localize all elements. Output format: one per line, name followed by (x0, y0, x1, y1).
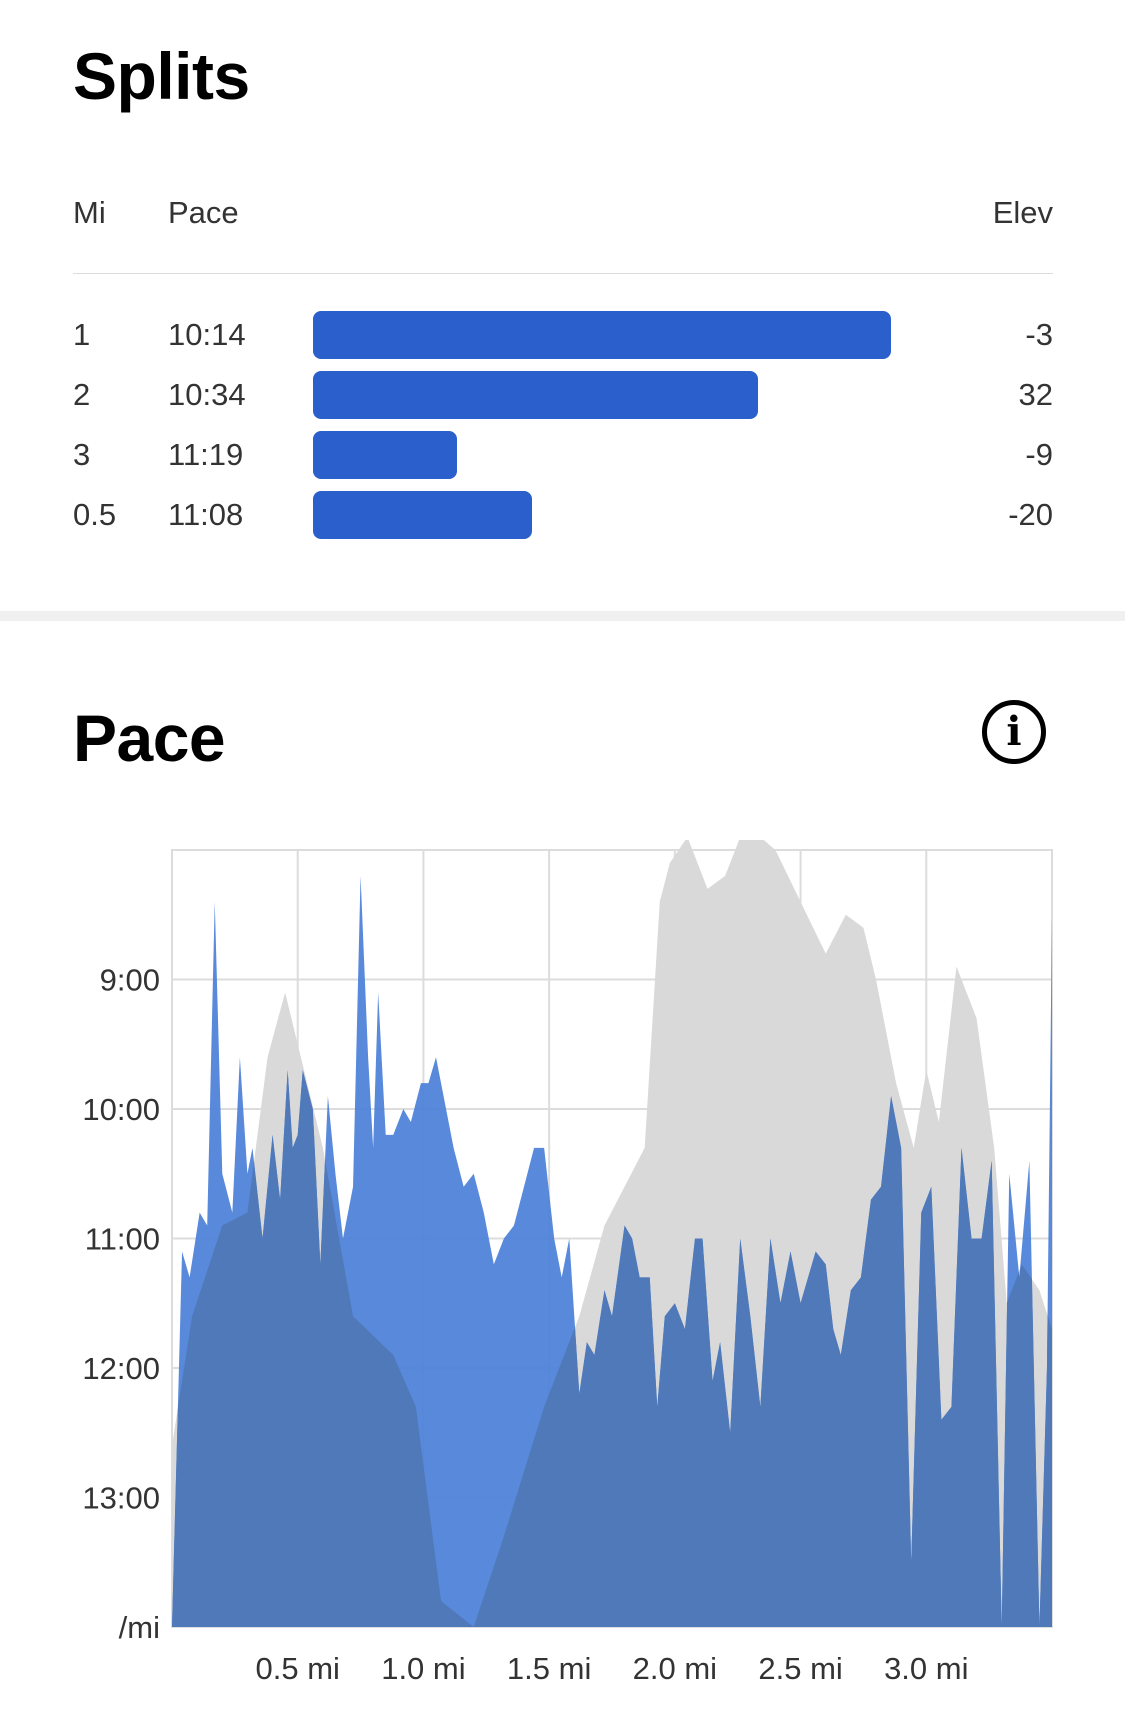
split-pace: 10:14 (168, 317, 246, 352)
split-mile: 0.5 (73, 497, 117, 532)
split-pace-bar (313, 491, 532, 539)
x-tick-label: 2.5 mi (758, 1651, 842, 1686)
pace-title: Pace (73, 701, 226, 775)
y-tick-label: 13:00 (82, 1481, 160, 1516)
split-elev: -20 (1008, 497, 1053, 532)
split-pace: 11:19 (168, 437, 244, 472)
split-elev: -9 (1025, 437, 1053, 472)
split-pace: 10:34 (168, 377, 246, 412)
split-mile: 2 (73, 377, 91, 412)
split-row: 3 11:19 -9 (73, 431, 1053, 481)
split-elev: -3 (1025, 317, 1053, 352)
splits-table-header: Mi Pace Elev (73, 195, 1053, 239)
splits-title: Splits (73, 39, 250, 113)
split-row: 1 10:14 -3 (73, 311, 1053, 361)
split-pace-bar (313, 371, 758, 419)
pace-elevation-overlap (172, 875, 1052, 1627)
pace-column-header: Pace (168, 195, 239, 230)
y-tick-label: 11:00 (85, 1222, 160, 1257)
split-pace: 11:08 (168, 497, 244, 532)
elev-column-header: Elev (992, 195, 1053, 230)
y-tick-label: 10:00 (82, 1092, 160, 1127)
splits-header-divider (73, 273, 1053, 274)
info-circle-icon[interactable]: i (982, 700, 1046, 764)
split-pace-bar (313, 311, 891, 359)
x-tick-label: 2.0 mi (633, 1651, 717, 1686)
split-row: 0.5 11:08 -20 (73, 491, 1053, 541)
mi-column-header: Mi (73, 195, 106, 230)
section-separator (0, 611, 1125, 621)
split-mile: 1 (73, 317, 91, 352)
pace-chart: 9:00 10:00 11:00 12:00 13:00/mi 0.5 mi 1.0 mi 1… (82, 840, 1053, 1686)
y-tick-label: 9:00 (100, 963, 160, 998)
x-tick-label: 1.5 mi (507, 1651, 591, 1686)
y-tick-label: /mi (119, 1610, 160, 1645)
split-pace-bar (313, 431, 457, 479)
split-elev: 32 (1018, 377, 1053, 412)
x-tick-label: 3.0 mi (884, 1651, 968, 1686)
x-tick-label: 0.5 mi (256, 1651, 340, 1686)
x-tick-label: 1.0 mi (381, 1651, 465, 1686)
split-row: 2 10:34 32 (73, 371, 1053, 421)
y-tick-label: 12:00 (82, 1351, 160, 1386)
split-mile: 3 (73, 437, 91, 472)
